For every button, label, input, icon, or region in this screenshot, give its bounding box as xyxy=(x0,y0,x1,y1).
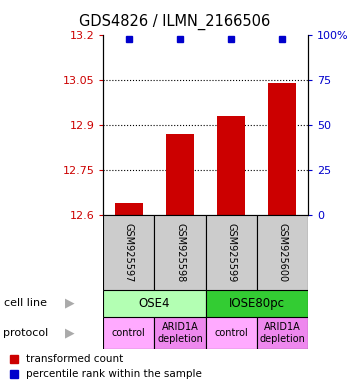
Bar xyxy=(268,83,296,215)
Bar xyxy=(103,317,154,349)
Text: ARID1A
depletion: ARID1A depletion xyxy=(259,322,305,344)
Bar xyxy=(205,317,257,349)
Bar xyxy=(257,317,308,349)
Bar xyxy=(103,215,154,290)
Text: ▶: ▶ xyxy=(65,327,75,339)
Bar xyxy=(103,290,205,317)
Bar xyxy=(257,215,308,290)
Text: cell line: cell line xyxy=(4,298,47,308)
Text: GSM925598: GSM925598 xyxy=(175,223,185,282)
Text: GDS4826 / ILMN_2166506: GDS4826 / ILMN_2166506 xyxy=(79,13,271,30)
Text: ▶: ▶ xyxy=(65,297,75,310)
Text: protocol: protocol xyxy=(4,328,49,338)
Text: OSE4: OSE4 xyxy=(139,297,170,310)
Text: control: control xyxy=(214,328,248,338)
Bar xyxy=(166,134,194,215)
Text: ARID1A
depletion: ARID1A depletion xyxy=(157,322,203,344)
Text: percentile rank within the sample: percentile rank within the sample xyxy=(26,369,202,379)
Bar xyxy=(205,215,257,290)
Text: GSM925600: GSM925600 xyxy=(278,223,287,282)
Text: transformed count: transformed count xyxy=(26,354,123,364)
Bar xyxy=(217,116,245,215)
Text: control: control xyxy=(112,328,146,338)
Text: GSM925597: GSM925597 xyxy=(124,223,134,282)
Text: IOSE80pc: IOSE80pc xyxy=(229,297,285,310)
Bar xyxy=(154,215,206,290)
Bar xyxy=(154,317,206,349)
Text: GSM925599: GSM925599 xyxy=(226,223,236,282)
Bar xyxy=(205,290,308,317)
Bar xyxy=(115,203,143,215)
